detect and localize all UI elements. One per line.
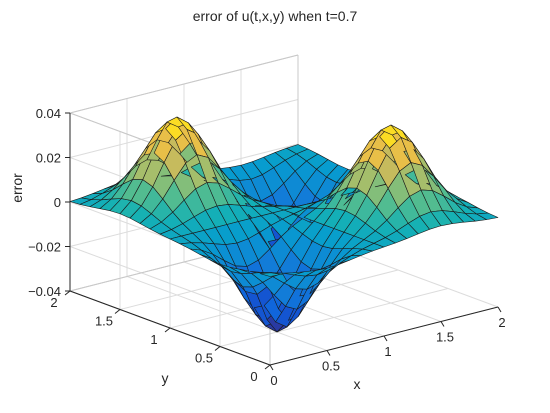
- y-tick-label: 1.5: [95, 314, 113, 329]
- y-tick-mark: [114, 309, 121, 314]
- surface-mesh: [69, 116, 499, 333]
- y-tick-label: 0.5: [195, 351, 213, 366]
- z-tick-label: 0.04: [36, 106, 61, 121]
- z-tick-label: −0.02: [28, 240, 61, 255]
- z-axis-label: error: [9, 173, 25, 203]
- y-tick-mark: [64, 290, 71, 296]
- x-tick-label: 1.5: [436, 330, 454, 345]
- z-tick-label: −0.04: [28, 284, 61, 299]
- x-tick-label: 0.5: [322, 359, 340, 374]
- x-tick-label: 0: [270, 373, 277, 388]
- box-edge: [69, 54, 299, 114]
- x-tick-label: 1: [384, 344, 391, 359]
- x-tick-mark: [326, 350, 331, 356]
- x-tick-mark: [440, 321, 445, 327]
- z-tick-label: 0.02: [36, 151, 61, 166]
- z-tick-label: 0: [54, 195, 61, 210]
- x-tick-mark: [269, 364, 274, 371]
- y-tick-label: 2: [50, 295, 57, 310]
- y-tick-label: 0: [250, 369, 257, 384]
- y-axis-label: y: [162, 370, 169, 386]
- x-tick-mark: [383, 335, 388, 342]
- surface-patch: [476, 212, 499, 220]
- x-tick-mark: [497, 306, 502, 313]
- y-tick-mark: [264, 364, 271, 370]
- chart-title: error of u(t,x,y) when t=0.7: [193, 8, 358, 24]
- y-tick-mark: [214, 346, 221, 351]
- x-tick-label: 2: [498, 315, 505, 330]
- y-tick-label: 1: [150, 332, 157, 347]
- x-axis-label: x: [354, 376, 361, 392]
- y-tick-mark: [164, 327, 171, 333]
